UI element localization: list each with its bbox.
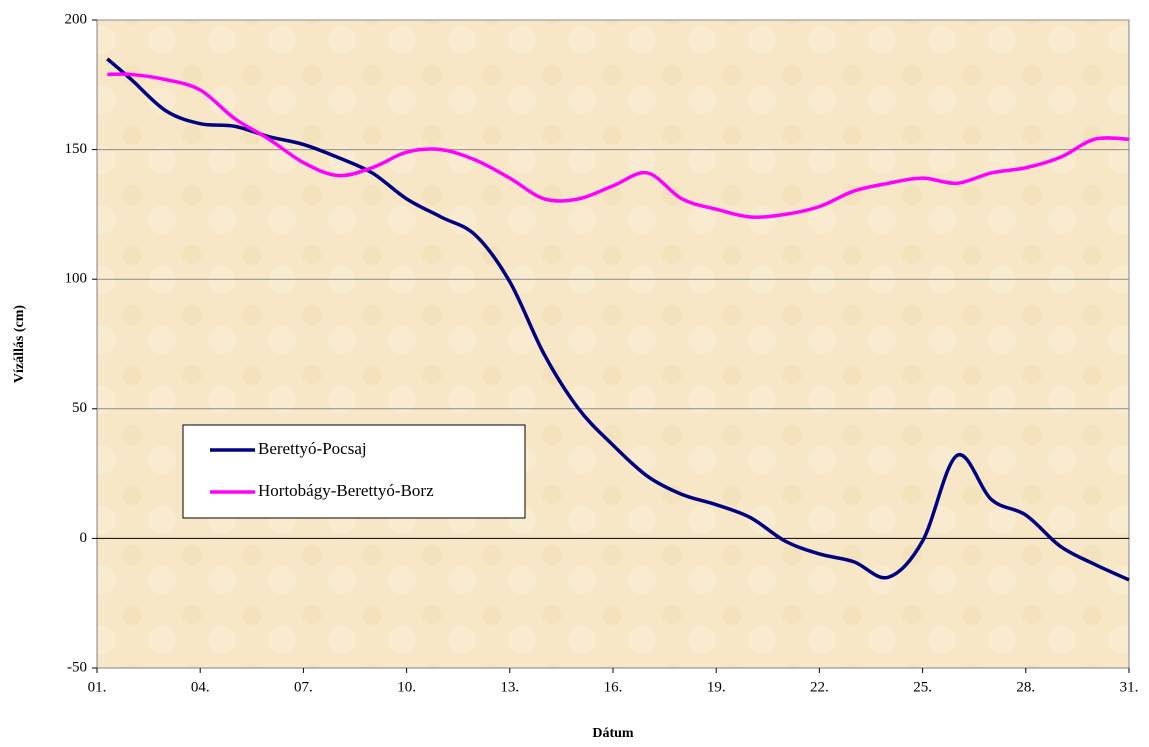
legend <box>182 424 526 519</box>
x-tick-label: 28. <box>1016 679 1035 695</box>
y-tick-label: 50 <box>72 400 87 416</box>
x-tick-label: 04. <box>191 679 210 695</box>
x-tick-label: 19. <box>707 679 726 695</box>
x-tick-label: 13. <box>500 679 519 695</box>
y-axis-label: Vízállás (cm) <box>12 305 27 383</box>
x-tick-label: 01. <box>88 679 107 695</box>
x-tick-label: 25. <box>913 679 932 695</box>
y-tick-label: 100 <box>65 271 88 287</box>
y-tick-label: -50 <box>67 659 87 675</box>
x-tick-label: 07. <box>294 679 313 695</box>
y-tick-label: 200 <box>65 11 88 27</box>
x-tick-label: 31. <box>1120 679 1139 695</box>
x-tick-label: 10. <box>397 679 416 695</box>
series-line <box>107 72 1130 219</box>
y-tick-label: 150 <box>65 141 88 157</box>
legend-label: Berettyó-Pocsaj <box>258 439 367 458</box>
y-tick-label: 0 <box>80 530 88 546</box>
x-tick-label: 22. <box>810 679 829 695</box>
x-axis-label: Dátum <box>592 726 634 741</box>
series-line <box>106 57 1130 582</box>
legend-label: Hortobágy-Berettyó-Borz <box>258 481 434 500</box>
plot-area <box>96 19 1130 669</box>
x-tick-label: 16. <box>604 679 623 695</box>
